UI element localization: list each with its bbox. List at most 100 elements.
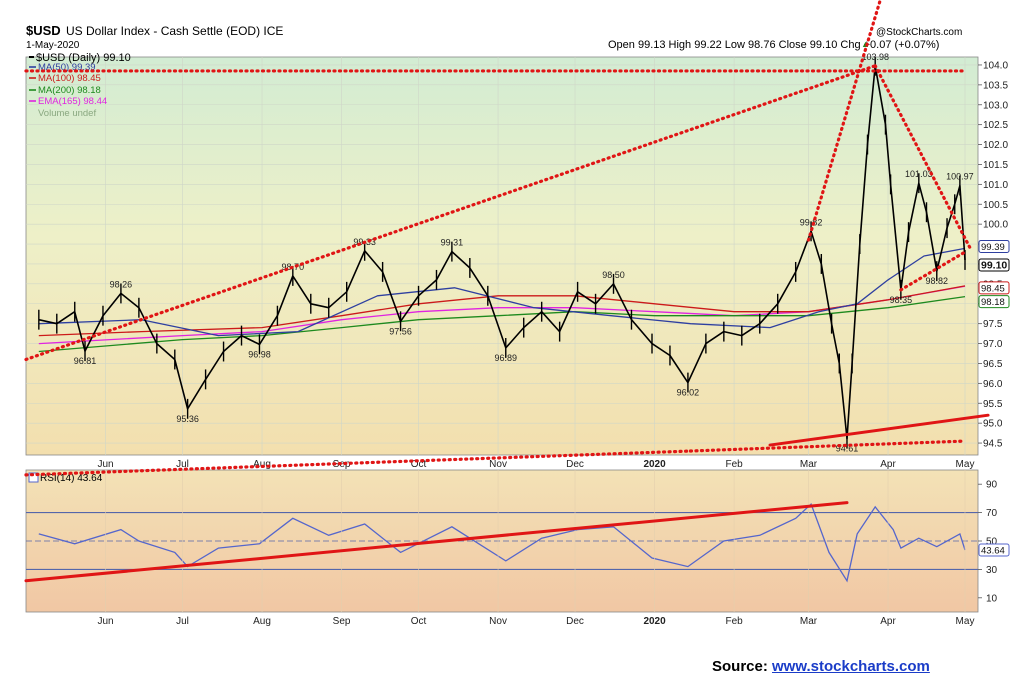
series-line-rsi — [38, 502, 966, 583]
price-x-tick-label: May — [956, 459, 975, 470]
price-y-tick-label: 103.0 — [983, 100, 1008, 111]
rsi-value-tag: 43.64 — [978, 543, 1010, 557]
price-y-axis: 94.595.095.596.096.597.097.598.098.599.0… — [978, 60, 1008, 450]
legend-ma100: MA(100) 98.45 — [38, 73, 101, 84]
legend-ema165: EMA(165) 98.44 — [38, 96, 107, 107]
price-y-tick-label: 96.5 — [983, 359, 1003, 370]
price-value-tags: 99.39 99.10 98.45 98.18 — [978, 239, 1010, 309]
rsi-x-tick-label: 2020 — [643, 616, 666, 627]
price-y-tick-label: 94.5 — [983, 439, 1003, 450]
price-annotation-label: 99.82 — [800, 217, 823, 227]
price-y-tick-label: 101.0 — [983, 180, 1008, 191]
price-x-tick-label: Jul — [176, 459, 189, 470]
price-y-tick-label: 97.0 — [983, 339, 1003, 350]
chart-symbol: $USD — [26, 23, 61, 38]
price-x-tick-label: Sep — [333, 459, 351, 470]
rsi-x-tick-label: Apr — [880, 616, 896, 627]
rsi-x-tick-label: Jul — [176, 616, 189, 627]
price-y-tick-label: 102.5 — [983, 120, 1008, 131]
price-grid — [26, 57, 978, 455]
rsi-title: RSI(14) 43.64 — [40, 473, 103, 484]
price-annotation-label: 95.36 — [176, 414, 199, 424]
chart-title: US Dollar Index - Cash Settle (EOD) ICE — [66, 24, 283, 38]
price-annotation-label: 96.89 — [494, 353, 517, 363]
rsi-legend-box — [28, 472, 39, 483]
price-y-tick-label: 95.5 — [983, 399, 1003, 410]
price-annotation-label: 94.61 — [836, 444, 859, 454]
price-annotation-label: 96.81 — [74, 356, 97, 366]
price-y-tick-label: 101.5 — [983, 160, 1008, 171]
price-y-tick-label: 97.5 — [983, 319, 1003, 330]
legend-ma50: MA(50) 99.39 — [38, 62, 96, 73]
value-tag-box — [978, 295, 1010, 309]
rsi-y-tick-label: 50 — [986, 537, 998, 548]
trendline-price — [899, 250, 967, 292]
price-x-tick-label: Feb — [725, 459, 743, 470]
price-annotation-label: 98.26 — [110, 279, 133, 289]
price-annotation-label: 98.82 — [926, 276, 949, 286]
price-panel-background — [25, 56, 979, 456]
series-line-ma50 — [38, 247, 966, 337]
legend: $USD (Daily) 99.10 MA(50) 99.39 MA(100) … — [29, 52, 131, 119]
rsi-tag-box — [978, 543, 1010, 557]
price-y-tick-label: 104.0 — [983, 60, 1008, 71]
rsi-x-tick-label: Nov — [489, 616, 507, 627]
rsi-series-group — [38, 502, 966, 583]
value-tag-label: 99.10 — [981, 259, 1007, 271]
rsi-x-axis: Jun Jul Aug Sep Oct Nov Dec 2020 Feb Mar Apr May — [97, 470, 974, 627]
price-y-tick-label: 100.0 — [983, 220, 1008, 231]
price-x-tick-label: Dec — [566, 459, 584, 470]
value-tag-box — [978, 281, 1010, 295]
trendline-price — [688, 439, 967, 453]
price-y-tick-label: 100.5 — [983, 200, 1008, 211]
chart-date: 1-May-2020 — [26, 40, 80, 51]
trendlines — [24, 0, 990, 583]
price-x-tick-label: Nov — [489, 459, 507, 470]
price-y-tick-label: 95.0 — [983, 419, 1003, 430]
price-x-axis: Jun Jul Aug Sep Oct Nov Dec 2020 Feb Mar Apr May — [97, 459, 974, 470]
rsi-y-tick-label: 10 — [986, 593, 998, 604]
rsi-x-tick-label: Sep — [333, 616, 351, 627]
price-annotation-label: 98.35 — [890, 295, 913, 305]
rsi-panel-background — [25, 469, 979, 613]
series-line-ma200 — [38, 295, 966, 353]
price-x-tick-label: Apr — [880, 459, 896, 470]
rsi-x-tick-label: Feb — [725, 616, 743, 627]
trendline-price — [24, 449, 693, 477]
value-tag-label: 98.45 — [981, 283, 1005, 294]
price-annotation-label: 99.31 — [441, 238, 464, 248]
price-x-tick-label: Jun — [97, 459, 113, 470]
price-annotations: 96.8198.2695.3696.9898.7099.3397.5699.31… — [74, 52, 974, 454]
price-annotation-label: 96.02 — [677, 388, 700, 398]
rsi-x-tick-label: Dec — [566, 616, 584, 627]
trendline-price — [24, 64, 877, 362]
rsi-x-tick-label: Mar — [800, 616, 818, 627]
rsi-tag-label: 43.64 — [981, 546, 1005, 557]
rsi-y-tick-label: 30 — [986, 565, 998, 576]
legend-volume: Volume undef — [38, 108, 96, 119]
source-link[interactable]: www.stockcharts.com — [772, 658, 930, 675]
price-x-tick-label: Oct — [411, 459, 427, 470]
price-annotation-label: 103.98 — [861, 52, 889, 62]
price-x-tick-label: Mar — [800, 459, 818, 470]
price-x-tick-label: Aug — [253, 459, 271, 470]
rsi-grid — [26, 512, 978, 570]
trendline-price — [768, 413, 990, 447]
price-y-tick-label: 96.0 — [983, 379, 1003, 390]
quote-line: Open 99.13 High 99.22 Low 98.76 Close 99… — [608, 39, 939, 51]
price-annotation-label: 100.97 — [946, 172, 974, 182]
legend-price: $USD (Daily) 99.10 — [36, 52, 131, 64]
price-y-tick-label: 102.0 — [983, 140, 1008, 151]
source-prefix: Source: — [712, 658, 773, 675]
value-tag-box — [978, 258, 1010, 272]
rsi-x-tick-label: Jun — [97, 616, 113, 627]
price-series-group — [38, 57, 966, 449]
source-line: Source: www.stockcharts.com — [712, 658, 930, 675]
rsi-x-tick-label: Aug — [253, 616, 271, 627]
price-annotation-label: 96.98 — [248, 349, 271, 359]
rsi-y-axis: 10 30 50 70 90 — [978, 480, 998, 604]
rsi-x-tick-label: May — [956, 616, 975, 627]
price-annotation-label: 98.50 — [602, 270, 625, 280]
price-annotation-label: 97.56 — [389, 326, 412, 336]
stockcharts-credit: @StockCharts.com — [876, 27, 962, 38]
